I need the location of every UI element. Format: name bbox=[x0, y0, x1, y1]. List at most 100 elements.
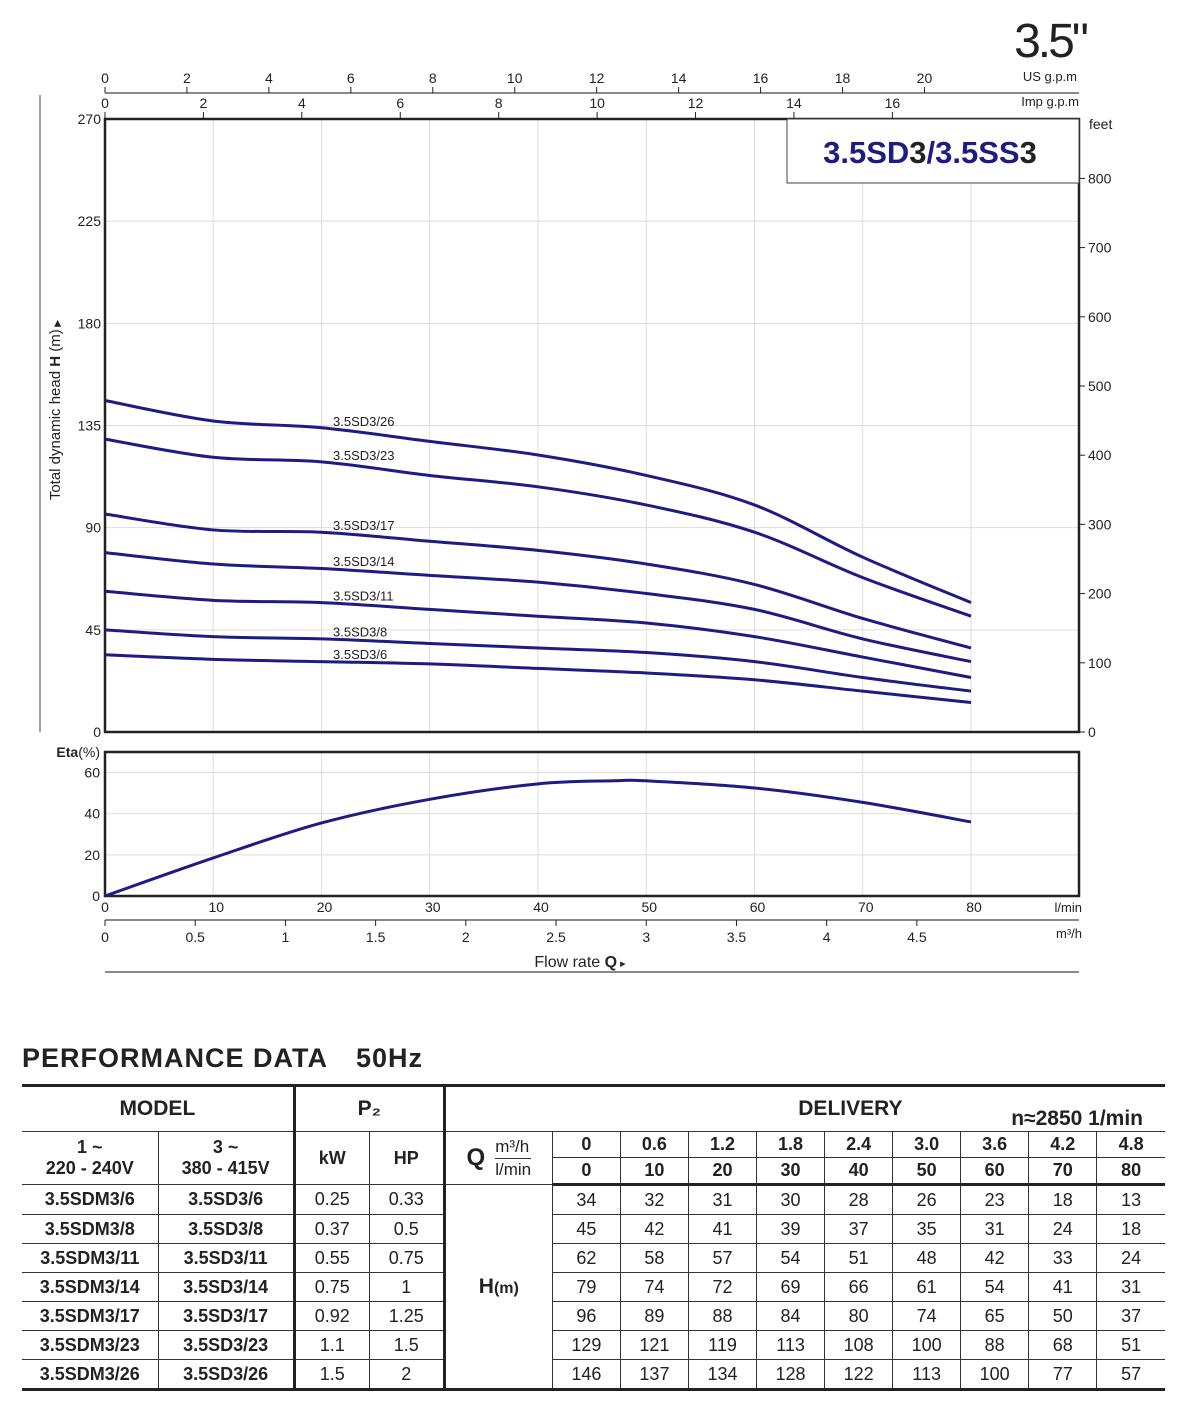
delivery-header: DELIVERY n≈2850 1/min bbox=[443, 1085, 1165, 1132]
head-value: 32 bbox=[619, 1184, 689, 1215]
head-value: 65 bbox=[960, 1301, 1030, 1331]
us-gpm-tick-label: 6 bbox=[347, 70, 355, 86]
model-title-part: /3.5SS bbox=[927, 135, 1020, 170]
model-single-phase: 3.5SDM3/8 bbox=[22, 1214, 159, 1244]
table-row: 3.5SDM3/14 3.5SD3/14 0.75 1 79 74 72 69 66 61 54 41… bbox=[22, 1272, 1165, 1302]
head-value: 57 bbox=[1096, 1359, 1165, 1390]
head-value: 108 bbox=[824, 1330, 894, 1360]
model-three-phase: 3.5SD3/14 bbox=[157, 1272, 296, 1302]
three-phase-header: 3 ~ 380 - 415V bbox=[157, 1131, 296, 1185]
flow-lmin-cell: 80 bbox=[1096, 1157, 1165, 1186]
head-value: 41 bbox=[1028, 1272, 1098, 1302]
head-value: 134 bbox=[687, 1359, 758, 1390]
head-value: 77 bbox=[1028, 1359, 1098, 1390]
m3h-tick-label: 3 bbox=[642, 929, 650, 945]
model-title-part: 3 bbox=[909, 135, 926, 170]
table-row: 3.5SDM3/6 3.5SD3/6 0.25 0.33 H(m) 34 32 31 30 28 2… bbox=[22, 1184, 1165, 1390]
flow-lmin-cell: 30 bbox=[756, 1157, 826, 1186]
x-axis-unit: l/min bbox=[1055, 900, 1082, 915]
y2-tick-label: 300 bbox=[1088, 516, 1112, 532]
y-tick-label: 45 bbox=[85, 622, 101, 638]
head-value: 89 bbox=[619, 1301, 689, 1331]
head-value: 113 bbox=[892, 1359, 962, 1390]
head-value: 84 bbox=[756, 1301, 826, 1331]
head-value: 24 bbox=[1096, 1243, 1165, 1273]
head-value: 80 bbox=[824, 1301, 894, 1331]
head-value: 30 bbox=[756, 1184, 826, 1215]
model-title-box bbox=[786, 118, 1080, 184]
model-title: 3.5SD3/3.5SS3 bbox=[823, 135, 1037, 170]
curve-label: 3.5SD3/17 bbox=[333, 518, 394, 533]
y-tick-label: 90 bbox=[85, 520, 101, 536]
y2-tick-label: 600 bbox=[1088, 309, 1112, 325]
head-value: 137 bbox=[619, 1359, 689, 1390]
imp-gpm-tick-label: 12 bbox=[688, 95, 704, 111]
model-three-phase: 3.5SD3/8 bbox=[157, 1214, 296, 1244]
p2-header: P₂ bbox=[293, 1085, 446, 1132]
model-three-phase: 3.5SD3/17 bbox=[157, 1301, 296, 1331]
y-tick-label: 225 bbox=[78, 213, 102, 229]
power-kw: 0.75 bbox=[293, 1272, 370, 1302]
efficiency-curve bbox=[104, 778, 972, 898]
y-axis-label: Total dynamic head H (m) ▶ bbox=[47, 320, 64, 500]
head-value: 74 bbox=[619, 1272, 689, 1302]
eta-axis-label: Eta(%) bbox=[56, 744, 100, 760]
efficiency-plot-frame bbox=[103, 750, 1081, 898]
head-value: 31 bbox=[960, 1214, 1030, 1244]
imp-gpm-tick-label: 10 bbox=[589, 95, 605, 111]
curve-label: 3.5SD3/11 bbox=[333, 588, 393, 603]
head-curve-3-5SD3-17 bbox=[104, 512, 972, 650]
y2-tick-label: 700 bbox=[1088, 240, 1112, 256]
m3h-tick-label: 4 bbox=[823, 929, 831, 945]
us-gpm-tick-label: 18 bbox=[835, 70, 851, 86]
head-value: 68 bbox=[1028, 1330, 1098, 1360]
curve-label: 3.5SD3/23 bbox=[333, 448, 394, 463]
imp-gpm-tick-label: 2 bbox=[200, 95, 208, 111]
y-tick-label: 180 bbox=[78, 315, 102, 331]
m3h-axis-unit: m³/h bbox=[1056, 926, 1082, 941]
flow-m3h-cell: 3.6 bbox=[960, 1131, 1030, 1158]
table-row: 3.5SDM3/11 3.5SD3/11 0.55 0.75 62 58 57 54 51 48 4… bbox=[22, 1243, 1165, 1273]
head-value: 61 bbox=[892, 1272, 962, 1302]
x-axis-label-part: Q bbox=[605, 954, 617, 971]
power-hp: 1 bbox=[368, 1272, 446, 1302]
imp-gpm-unit: Imp g.p.m bbox=[1021, 94, 1079, 109]
head-value: 31 bbox=[687, 1184, 758, 1215]
y-axis-label-part: (m) bbox=[47, 329, 64, 352]
performance-title: PERFORMANCE DATA 50Hz bbox=[22, 1043, 423, 1074]
head-value: 100 bbox=[892, 1330, 962, 1360]
model-title-part: 3 bbox=[1020, 135, 1037, 170]
model-single-phase: 3.5SDM3/26 bbox=[22, 1359, 159, 1390]
head-value: 129 bbox=[551, 1330, 621, 1360]
curve-label: 3.5SD3/26 bbox=[333, 414, 394, 429]
imp-gpm-tick-label: 6 bbox=[396, 95, 404, 111]
flow-m3h-cell: 4.8 bbox=[1096, 1131, 1165, 1158]
head-curve-3-5SD3-14 bbox=[104, 551, 972, 664]
flow-m3h-cell: 4.2 bbox=[1028, 1131, 1098, 1158]
flow-lmin-cell: 60 bbox=[960, 1157, 1030, 1186]
table-row: 0 10 20 30 40 50 60 70 80 bbox=[22, 1157, 1165, 1186]
power-hp: 2 bbox=[368, 1359, 446, 1390]
eta-tick-label: 20 bbox=[84, 847, 100, 863]
head-value: 39 bbox=[756, 1214, 826, 1244]
y-tick-label: 135 bbox=[78, 418, 102, 434]
flow-lmin-cell: 0 bbox=[552, 1157, 621, 1186]
y2-tick-label: 400 bbox=[1088, 447, 1112, 463]
x-tick-label: 50 bbox=[641, 899, 657, 915]
head-value: 42 bbox=[960, 1243, 1030, 1273]
head-value: 62 bbox=[551, 1243, 621, 1273]
m3h-tick-label: 0 bbox=[101, 929, 109, 945]
us-gpm-tick-label: 0 bbox=[101, 70, 109, 86]
head-value: 128 bbox=[756, 1359, 826, 1390]
curve-label: 3.5SD3/14 bbox=[333, 554, 394, 569]
m3h-tick-label: 1 bbox=[282, 929, 290, 945]
head-value: 58 bbox=[619, 1243, 689, 1273]
head-value: 13 bbox=[1096, 1184, 1165, 1215]
head-value: 51 bbox=[824, 1243, 894, 1273]
performance-title-text: PERFORMANCE DATA bbox=[22, 1043, 328, 1073]
table-row: 3.5SDM3/26 3.5SD3/26 1.5 2 146 137 134 128 122 11… bbox=[22, 1359, 1165, 1390]
x-tick-label: 40 bbox=[533, 899, 549, 915]
y2-tick-label: 500 bbox=[1088, 378, 1112, 394]
